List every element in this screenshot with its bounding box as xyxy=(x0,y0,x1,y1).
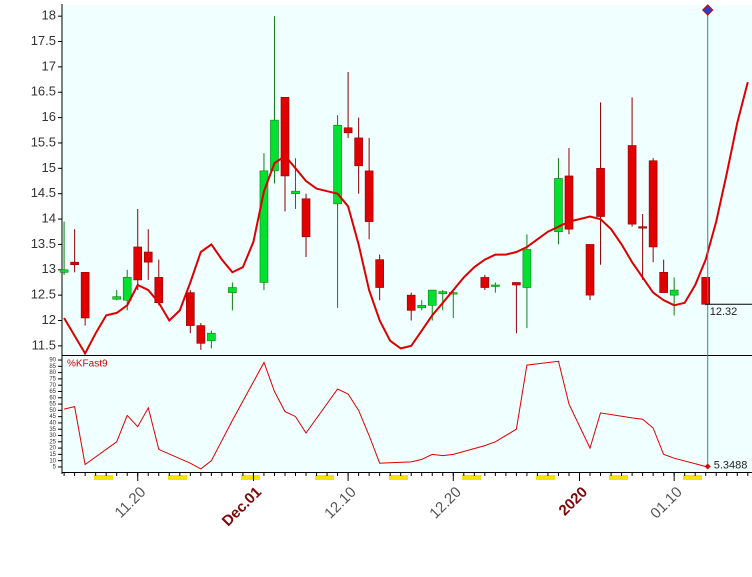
cursor-marker xyxy=(702,4,714,16)
y-tick-label: 16.5 xyxy=(31,84,56,99)
x-tick-label: 11.20 xyxy=(112,484,150,522)
candle-body xyxy=(207,332,216,342)
candle-body xyxy=(59,269,69,273)
y-tick-label: 75 xyxy=(49,376,56,382)
candle-body xyxy=(522,249,532,288)
candle-body xyxy=(343,127,353,134)
y-tick-label: 65 xyxy=(49,389,56,395)
week-marker xyxy=(168,475,187,480)
y-tick-label: 12.5 xyxy=(31,287,56,302)
candle-body xyxy=(627,145,637,225)
y-tick-label: 17 xyxy=(42,58,56,73)
candle-body xyxy=(512,282,521,286)
y-tick-label: 11.5 xyxy=(32,337,56,352)
x-tick-label: 12.10 xyxy=(321,484,360,523)
candle-body xyxy=(112,296,121,300)
candle-body xyxy=(427,289,437,306)
candle-body xyxy=(259,170,269,283)
week-marker xyxy=(94,475,113,480)
indicator-name: %KFast9 xyxy=(67,359,108,370)
candle-body xyxy=(585,244,595,296)
week-marker xyxy=(241,475,260,480)
candle-body xyxy=(701,277,711,305)
candle-body xyxy=(270,119,279,172)
candle-body xyxy=(186,292,195,326)
candles xyxy=(59,16,711,350)
last-value-label: 5.3488 xyxy=(714,459,748,471)
week-marker xyxy=(462,475,481,480)
y-tick-label: 90 xyxy=(49,358,56,364)
y-tick-label: 20 xyxy=(49,446,56,452)
y-tick-label: 35 xyxy=(49,427,56,433)
y-tick-label: 45 xyxy=(49,414,56,420)
x-tick-label: 12.20 xyxy=(426,484,465,523)
candle-body xyxy=(301,198,311,238)
candle-body xyxy=(638,226,647,229)
candle-body xyxy=(143,251,153,263)
y-tick-label: 40 xyxy=(49,421,56,427)
candle-body xyxy=(448,292,458,295)
y-tick-label: 17.5 xyxy=(31,33,56,48)
candle-body xyxy=(280,97,290,177)
y-tick-label: 85 xyxy=(49,364,56,370)
y-tick-label: 15 xyxy=(49,452,56,458)
moving-average xyxy=(63,81,749,356)
candle-body xyxy=(291,190,300,194)
candle-body xyxy=(80,272,90,319)
candle-body xyxy=(375,259,384,288)
week-markers xyxy=(94,475,702,480)
candle-body xyxy=(122,277,132,301)
y-tick-label: 13 xyxy=(42,261,56,276)
candle-body xyxy=(70,261,79,266)
y-tick-label: 80 xyxy=(49,370,56,376)
y-tick-label: 60 xyxy=(49,395,56,401)
candle-body xyxy=(659,272,668,293)
candle-body xyxy=(364,170,374,222)
candle-body xyxy=(491,284,500,287)
y-tick-label: 70 xyxy=(49,383,56,389)
y-tick-label: 14.5 xyxy=(31,185,56,200)
candle-body xyxy=(196,325,206,344)
y-tick-label: 12 xyxy=(42,312,56,327)
y-tick-label: 55 xyxy=(49,402,56,408)
y-tick-label: 18 xyxy=(42,8,56,23)
candle-body xyxy=(554,178,563,233)
candle-body xyxy=(648,160,658,248)
y-tick-label: 13.5 xyxy=(31,236,56,251)
y-tick-label: 50 xyxy=(49,408,56,414)
candle-body xyxy=(333,124,342,205)
week-marker xyxy=(389,475,408,480)
y-tick-label: 16 xyxy=(42,109,56,124)
last-value-marker xyxy=(704,463,711,470)
candle-body xyxy=(480,277,490,288)
indicator-line xyxy=(63,360,706,470)
candle-body xyxy=(133,246,143,281)
y-tick-label: 15 xyxy=(42,160,56,175)
week-marker xyxy=(315,475,334,480)
candle-body xyxy=(564,175,574,230)
candle-body xyxy=(406,294,416,311)
y-tick-label: 14 xyxy=(42,210,56,225)
candle-body xyxy=(438,291,448,294)
week-marker xyxy=(683,475,702,480)
y-tick-label: 30 xyxy=(49,433,56,439)
x-tick-label: 2020 xyxy=(556,484,592,520)
week-marker xyxy=(609,475,628,480)
candle-body xyxy=(228,287,237,293)
y-tick-label: 10 xyxy=(49,458,56,464)
x-tick-label: 01.10 xyxy=(647,484,686,523)
indicator-panel xyxy=(62,357,752,472)
candle-body xyxy=(354,137,363,167)
y-tick-label: 5 xyxy=(53,465,57,471)
candle-body xyxy=(596,168,605,217)
week-marker xyxy=(536,475,555,480)
candle-body xyxy=(669,289,679,296)
y-tick-label: 25 xyxy=(49,439,56,445)
x-tick-label: Dec.01 xyxy=(219,484,265,530)
candle-body xyxy=(417,304,427,309)
last-value-label: 12.32 xyxy=(710,306,738,318)
y-tick-label: 15.5 xyxy=(31,134,56,149)
